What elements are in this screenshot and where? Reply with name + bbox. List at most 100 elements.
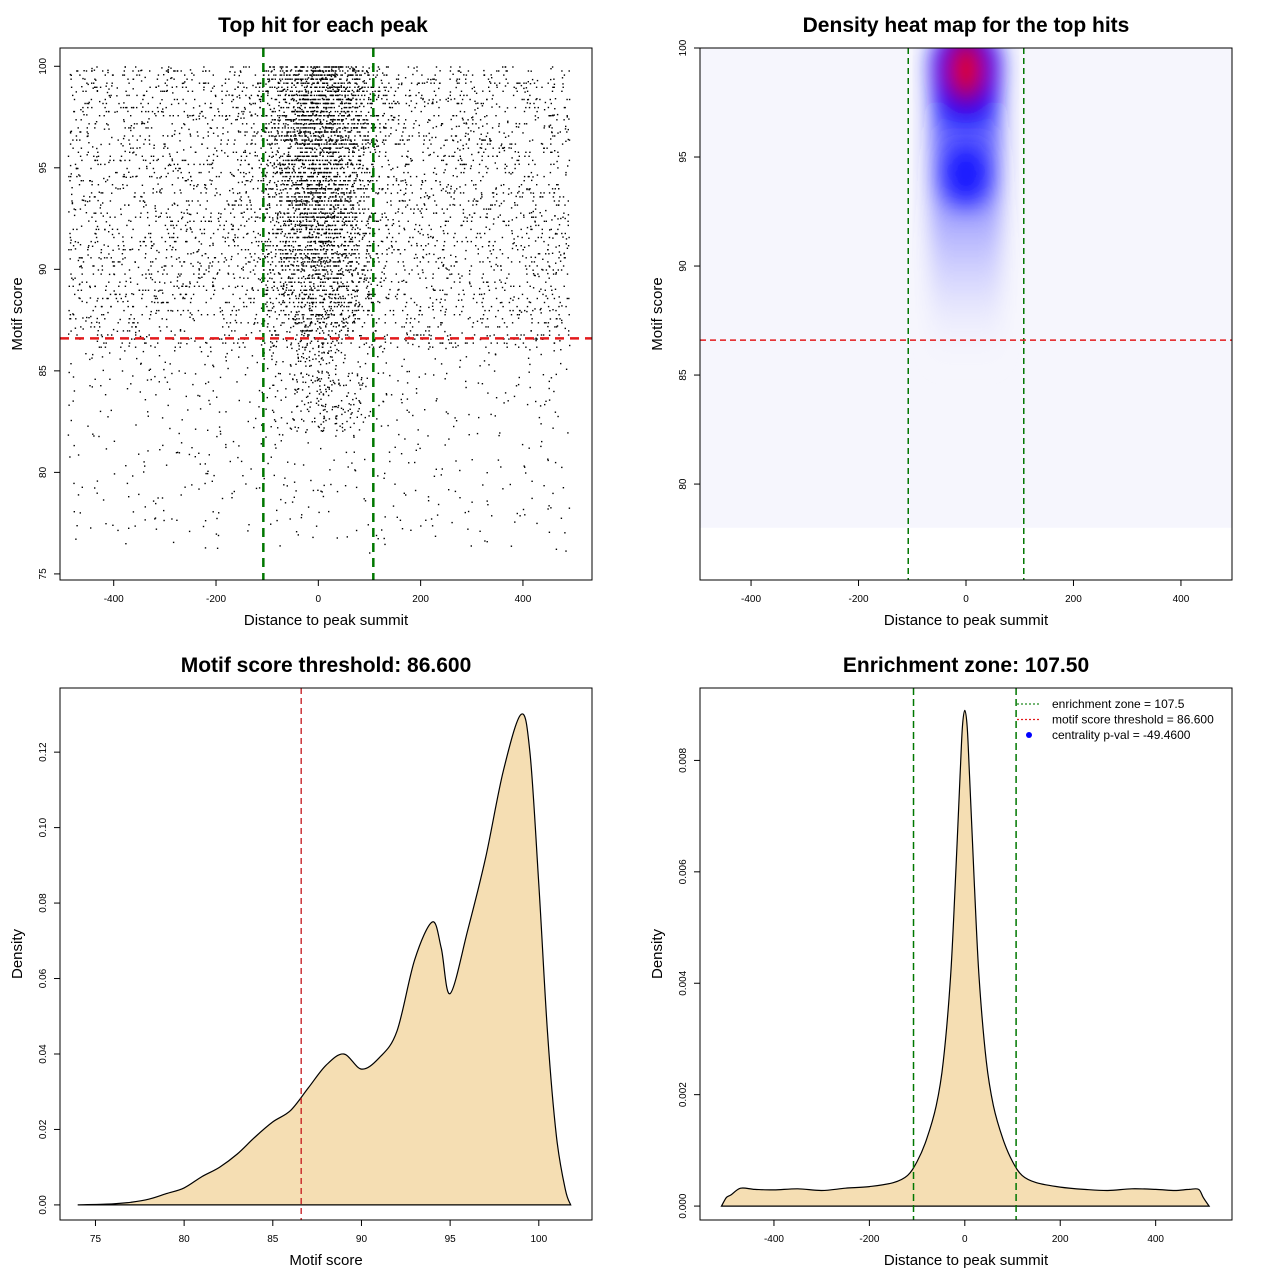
scatter-point bbox=[330, 127, 333, 129]
scatter-point bbox=[313, 94, 316, 97]
scatter-point bbox=[116, 330, 119, 332]
scatter-point bbox=[144, 399, 147, 401]
scatter-point bbox=[495, 257, 498, 259]
scatter-point bbox=[232, 94, 234, 97]
scatter-point bbox=[190, 213, 192, 216]
scatter-point bbox=[527, 357, 530, 359]
scatter-point bbox=[405, 102, 408, 105]
scatter-point bbox=[261, 424, 263, 426]
scatter-point bbox=[174, 203, 176, 205]
scatter-point bbox=[303, 297, 306, 300]
scatter-point bbox=[105, 523, 107, 525]
scatter-point bbox=[508, 220, 510, 222]
scatter-point bbox=[414, 461, 416, 464]
scatter-point bbox=[162, 135, 164, 137]
scatter-point bbox=[178, 132, 181, 135]
scatter-point bbox=[551, 66, 554, 68]
scatter-point bbox=[516, 305, 518, 308]
scatter-point bbox=[517, 249, 519, 251]
scatter-point bbox=[425, 287, 428, 289]
scatter-point bbox=[196, 281, 199, 283]
scatter-point bbox=[204, 363, 206, 366]
scatter-point bbox=[380, 345, 382, 347]
scatter-point bbox=[147, 102, 149, 105]
scatter-point bbox=[260, 307, 263, 309]
scatter-point bbox=[335, 373, 337, 376]
scatter-point bbox=[567, 334, 570, 336]
scatter-point bbox=[120, 160, 122, 162]
scatter-point bbox=[117, 188, 119, 190]
scatter-point bbox=[454, 232, 456, 235]
scatter-point bbox=[286, 253, 289, 255]
scatter-point bbox=[203, 273, 205, 275]
scatter-point bbox=[346, 200, 349, 202]
scatter-point bbox=[431, 305, 434, 307]
scatter-point bbox=[404, 179, 406, 181]
scatter-point bbox=[482, 281, 485, 283]
scatter-point bbox=[468, 273, 471, 275]
scatter-point bbox=[415, 253, 417, 256]
scatter-point bbox=[287, 151, 290, 153]
scatter-point bbox=[530, 314, 532, 316]
scatter-point bbox=[524, 466, 526, 468]
scatter-point bbox=[79, 139, 81, 141]
scatter-point bbox=[351, 297, 353, 299]
scatter-point bbox=[259, 258, 261, 260]
scatter-point bbox=[142, 159, 145, 161]
scatter-point bbox=[204, 102, 206, 105]
scatter-point bbox=[233, 277, 236, 279]
scatter-point bbox=[164, 361, 166, 363]
scatter-point bbox=[406, 370, 408, 373]
scatter-point bbox=[552, 492, 554, 495]
scatter-point bbox=[432, 102, 434, 105]
scatter-point bbox=[256, 132, 258, 135]
scatter-point bbox=[506, 165, 508, 167]
scatter-point bbox=[425, 330, 427, 332]
scatter-point bbox=[468, 281, 471, 283]
scatter-point bbox=[566, 116, 568, 118]
scatter-point bbox=[123, 175, 125, 178]
scatter-point bbox=[433, 317, 435, 319]
scatter-point bbox=[247, 180, 249, 182]
scatter-point bbox=[335, 76, 337, 78]
scatter-point bbox=[353, 146, 356, 148]
scatter-point bbox=[567, 165, 569, 167]
scatter-point bbox=[499, 302, 502, 304]
scatter-point bbox=[136, 139, 138, 141]
scatter-point bbox=[309, 309, 311, 312]
scatter-point bbox=[300, 228, 303, 231]
scatter-point bbox=[161, 289, 163, 291]
scatter-point bbox=[465, 74, 468, 76]
scatter-point bbox=[305, 396, 308, 398]
scatter-point bbox=[564, 217, 566, 220]
scatter-point bbox=[161, 318, 163, 320]
scatter-point bbox=[103, 177, 105, 180]
scatter-point bbox=[440, 124, 442, 127]
scatter-point bbox=[102, 202, 104, 204]
scatter-point bbox=[289, 297, 291, 300]
scatter-point bbox=[85, 90, 87, 92]
scatter-point bbox=[191, 79, 193, 81]
scatter-point bbox=[341, 90, 343, 92]
scatter-point bbox=[188, 171, 190, 174]
scatter-point bbox=[362, 66, 364, 68]
scatter-point bbox=[239, 82, 242, 84]
scatter-point bbox=[514, 106, 517, 109]
scatter-point bbox=[432, 98, 434, 101]
scatter-point bbox=[372, 163, 374, 166]
scatter-point bbox=[452, 139, 454, 141]
scatter-point bbox=[315, 269, 318, 271]
scatter-point bbox=[153, 171, 156, 174]
scatter-point bbox=[350, 127, 353, 129]
scatter-point bbox=[410, 184, 412, 186]
scatter-point bbox=[302, 202, 304, 205]
scatter-point bbox=[477, 107, 479, 109]
scatter-point bbox=[423, 334, 425, 336]
scatter-point bbox=[270, 251, 272, 253]
scatter-point bbox=[517, 317, 520, 319]
scatter-point bbox=[136, 123, 138, 125]
scatter-point bbox=[304, 139, 307, 141]
scatter-point bbox=[555, 373, 557, 376]
scatter-point bbox=[227, 232, 230, 234]
scatter-point bbox=[461, 240, 463, 243]
